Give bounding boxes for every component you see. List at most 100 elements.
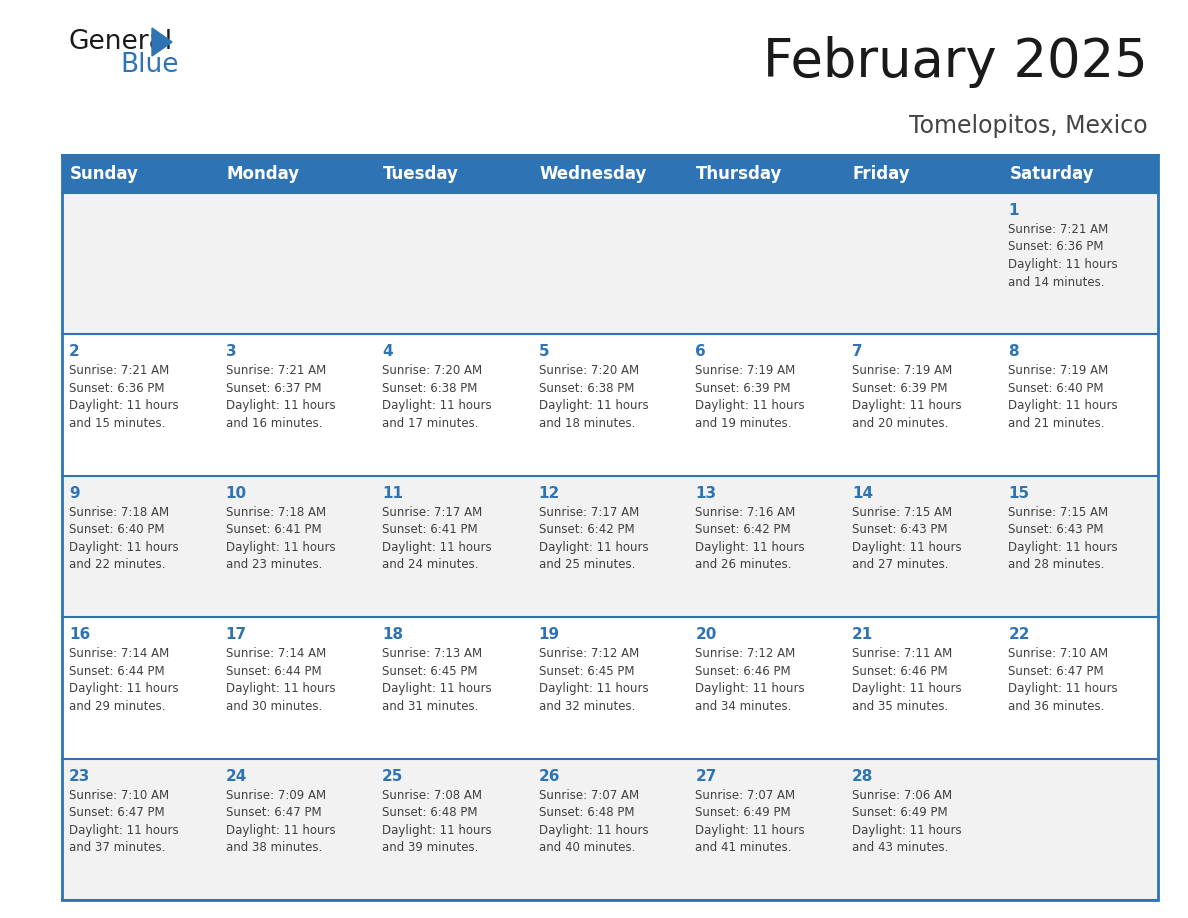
Text: Sunrise: 7:06 AM
Sunset: 6:49 PM
Daylight: 11 hours
and 43 minutes.: Sunrise: 7:06 AM Sunset: 6:49 PM Dayligh… — [852, 789, 961, 854]
Text: Friday: Friday — [853, 165, 910, 183]
Text: 5: 5 — [538, 344, 549, 360]
Text: Sunrise: 7:13 AM
Sunset: 6:45 PM
Daylight: 11 hours
and 31 minutes.: Sunrise: 7:13 AM Sunset: 6:45 PM Dayligh… — [383, 647, 492, 712]
Text: 27: 27 — [695, 768, 716, 784]
Bar — [532, 334, 688, 476]
Bar — [375, 193, 532, 334]
Text: Sunrise: 7:19 AM
Sunset: 6:39 PM
Daylight: 11 hours
and 19 minutes.: Sunrise: 7:19 AM Sunset: 6:39 PM Dayligh… — [695, 364, 805, 430]
Bar — [688, 334, 845, 476]
Text: Sunrise: 7:20 AM
Sunset: 6:38 PM
Daylight: 11 hours
and 18 minutes.: Sunrise: 7:20 AM Sunset: 6:38 PM Dayligh… — [538, 364, 649, 430]
Bar — [1001, 476, 1158, 617]
Text: Sunrise: 7:07 AM
Sunset: 6:48 PM
Daylight: 11 hours
and 40 minutes.: Sunrise: 7:07 AM Sunset: 6:48 PM Dayligh… — [538, 789, 649, 854]
Bar — [688, 193, 845, 334]
Bar — [1001, 334, 1158, 476]
Text: 15: 15 — [1009, 486, 1030, 501]
Bar — [532, 758, 688, 900]
Bar — [532, 155, 688, 193]
Text: Tomelopitos, Mexico: Tomelopitos, Mexico — [909, 114, 1148, 138]
Text: Sunrise: 7:21 AM
Sunset: 6:36 PM
Daylight: 11 hours
and 14 minutes.: Sunrise: 7:21 AM Sunset: 6:36 PM Dayligh… — [1009, 223, 1118, 288]
Bar — [375, 476, 532, 617]
Text: Sunrise: 7:10 AM
Sunset: 6:47 PM
Daylight: 11 hours
and 37 minutes.: Sunrise: 7:10 AM Sunset: 6:47 PM Dayligh… — [69, 789, 178, 854]
Text: 11: 11 — [383, 486, 403, 501]
Bar — [62, 476, 219, 617]
Text: 3: 3 — [226, 344, 236, 360]
Text: 1: 1 — [1009, 203, 1019, 218]
Text: Sunrise: 7:15 AM
Sunset: 6:43 PM
Daylight: 11 hours
and 27 minutes.: Sunrise: 7:15 AM Sunset: 6:43 PM Dayligh… — [852, 506, 961, 571]
Bar — [688, 758, 845, 900]
Text: Sunrise: 7:12 AM
Sunset: 6:45 PM
Daylight: 11 hours
and 32 minutes.: Sunrise: 7:12 AM Sunset: 6:45 PM Dayligh… — [538, 647, 649, 712]
Bar — [688, 155, 845, 193]
Text: 19: 19 — [538, 627, 560, 643]
Text: Blue: Blue — [120, 52, 178, 78]
Text: 2: 2 — [69, 344, 80, 360]
Bar — [845, 155, 1001, 193]
Text: 20: 20 — [695, 627, 716, 643]
Bar — [1001, 193, 1158, 334]
Bar — [532, 617, 688, 758]
Text: 10: 10 — [226, 486, 247, 501]
Text: Sunrise: 7:18 AM
Sunset: 6:41 PM
Daylight: 11 hours
and 23 minutes.: Sunrise: 7:18 AM Sunset: 6:41 PM Dayligh… — [226, 506, 335, 571]
Text: Sunrise: 7:18 AM
Sunset: 6:40 PM
Daylight: 11 hours
and 22 minutes.: Sunrise: 7:18 AM Sunset: 6:40 PM Dayligh… — [69, 506, 178, 571]
Bar — [532, 476, 688, 617]
Text: Sunrise: 7:08 AM
Sunset: 6:48 PM
Daylight: 11 hours
and 39 minutes.: Sunrise: 7:08 AM Sunset: 6:48 PM Dayligh… — [383, 789, 492, 854]
Bar — [62, 617, 219, 758]
Bar — [219, 617, 375, 758]
Bar — [845, 617, 1001, 758]
Text: Sunrise: 7:14 AM
Sunset: 6:44 PM
Daylight: 11 hours
and 29 minutes.: Sunrise: 7:14 AM Sunset: 6:44 PM Dayligh… — [69, 647, 178, 712]
Text: 16: 16 — [69, 627, 90, 643]
Text: Saturday: Saturday — [1010, 165, 1094, 183]
Text: 22: 22 — [1009, 627, 1030, 643]
Text: 18: 18 — [383, 627, 403, 643]
Text: Sunrise: 7:11 AM
Sunset: 6:46 PM
Daylight: 11 hours
and 35 minutes.: Sunrise: 7:11 AM Sunset: 6:46 PM Dayligh… — [852, 647, 961, 712]
Bar — [62, 334, 219, 476]
Bar — [375, 617, 532, 758]
Text: Sunrise: 7:19 AM
Sunset: 6:40 PM
Daylight: 11 hours
and 21 minutes.: Sunrise: 7:19 AM Sunset: 6:40 PM Dayligh… — [1009, 364, 1118, 430]
Text: 7: 7 — [852, 344, 862, 360]
Text: 24: 24 — [226, 768, 247, 784]
Text: Tuesday: Tuesday — [384, 165, 459, 183]
Text: February 2025: February 2025 — [763, 36, 1148, 88]
Text: 14: 14 — [852, 486, 873, 501]
Bar — [375, 155, 532, 193]
Bar — [62, 155, 1158, 900]
Text: Sunrise: 7:21 AM
Sunset: 6:37 PM
Daylight: 11 hours
and 16 minutes.: Sunrise: 7:21 AM Sunset: 6:37 PM Dayligh… — [226, 364, 335, 430]
Text: Sunrise: 7:09 AM
Sunset: 6:47 PM
Daylight: 11 hours
and 38 minutes.: Sunrise: 7:09 AM Sunset: 6:47 PM Dayligh… — [226, 789, 335, 854]
Bar — [62, 155, 219, 193]
Bar — [532, 193, 688, 334]
Text: Sunrise: 7:17 AM
Sunset: 6:42 PM
Daylight: 11 hours
and 25 minutes.: Sunrise: 7:17 AM Sunset: 6:42 PM Dayligh… — [538, 506, 649, 571]
Text: 21: 21 — [852, 627, 873, 643]
Text: 26: 26 — [538, 768, 561, 784]
Text: Monday: Monday — [227, 165, 299, 183]
Text: Sunrise: 7:20 AM
Sunset: 6:38 PM
Daylight: 11 hours
and 17 minutes.: Sunrise: 7:20 AM Sunset: 6:38 PM Dayligh… — [383, 364, 492, 430]
Text: Sunday: Sunday — [70, 165, 139, 183]
Text: Sunrise: 7:17 AM
Sunset: 6:41 PM
Daylight: 11 hours
and 24 minutes.: Sunrise: 7:17 AM Sunset: 6:41 PM Dayligh… — [383, 506, 492, 571]
Text: 4: 4 — [383, 344, 393, 360]
Text: 12: 12 — [538, 486, 560, 501]
Text: Sunrise: 7:19 AM
Sunset: 6:39 PM
Daylight: 11 hours
and 20 minutes.: Sunrise: 7:19 AM Sunset: 6:39 PM Dayligh… — [852, 364, 961, 430]
Text: General: General — [68, 29, 172, 55]
Bar — [375, 334, 532, 476]
Bar — [219, 193, 375, 334]
Bar — [1001, 155, 1158, 193]
Text: Wednesday: Wednesday — [539, 165, 647, 183]
Text: Sunrise: 7:21 AM
Sunset: 6:36 PM
Daylight: 11 hours
and 15 minutes.: Sunrise: 7:21 AM Sunset: 6:36 PM Dayligh… — [69, 364, 178, 430]
Bar — [375, 758, 532, 900]
Bar — [845, 334, 1001, 476]
Text: 8: 8 — [1009, 344, 1019, 360]
Bar — [845, 476, 1001, 617]
Text: 23: 23 — [69, 768, 90, 784]
Bar — [219, 155, 375, 193]
Bar — [1001, 758, 1158, 900]
Text: Sunrise: 7:16 AM
Sunset: 6:42 PM
Daylight: 11 hours
and 26 minutes.: Sunrise: 7:16 AM Sunset: 6:42 PM Dayligh… — [695, 506, 805, 571]
Text: 17: 17 — [226, 627, 247, 643]
Bar — [219, 334, 375, 476]
Polygon shape — [152, 28, 172, 56]
Bar — [688, 617, 845, 758]
Bar — [845, 758, 1001, 900]
Text: 9: 9 — [69, 486, 80, 501]
Text: 13: 13 — [695, 486, 716, 501]
Text: 6: 6 — [695, 344, 706, 360]
Bar — [62, 758, 219, 900]
Bar — [219, 476, 375, 617]
Text: 25: 25 — [383, 768, 404, 784]
Text: Thursday: Thursday — [696, 165, 783, 183]
